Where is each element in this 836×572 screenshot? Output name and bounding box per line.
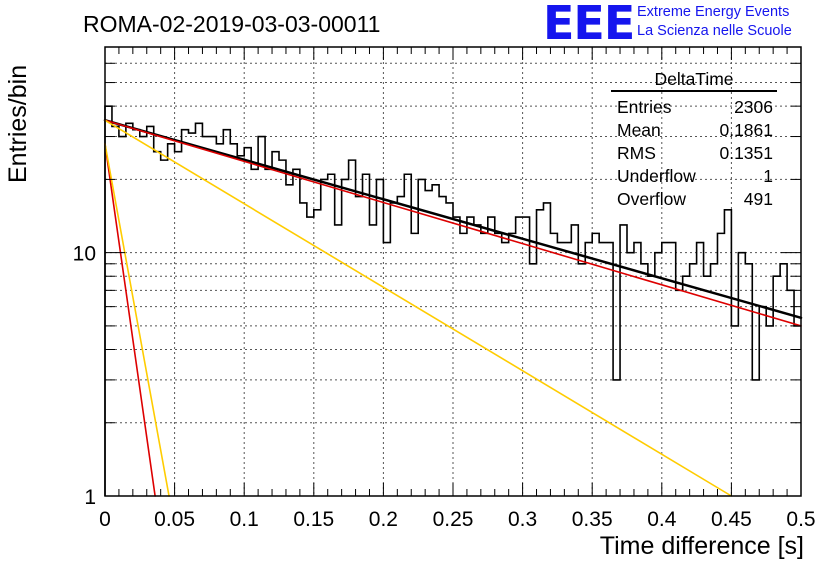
fit-line — [104, 119, 802, 327]
logo-line-2: La Scienza nelle Scuole — [637, 23, 792, 39]
logo-line-1: Extreme Energy Events — [637, 4, 790, 20]
x-tick-label: 0.3 — [508, 508, 537, 531]
fit-line — [103, 119, 803, 320]
tick-labels: 0 0.05 0.1 0.15 0.2 0.25 0.3 0.35 0.4 0.45 0.5 1 10 — [73, 243, 816, 531]
stats-value: 2306 — [734, 97, 773, 117]
y-axis-label: Entries/bin — [4, 64, 32, 183]
x-tick-label: 0.4 — [647, 508, 677, 531]
stats-label: Underflow — [617, 166, 696, 186]
x-tick-label: 0.45 — [711, 508, 752, 531]
stats-value: 491 — [743, 189, 773, 209]
fit-line — [104, 143, 170, 497]
stats-row: Underflow 1 — [611, 165, 777, 188]
x-axis-label: Time difference [s] — [599, 532, 804, 560]
y-tick-label: 10 — [73, 243, 96, 266]
axis-ticks — [104, 46, 802, 497]
stats-row: Overflow 491 — [611, 188, 777, 211]
stats-title: DeltaTime — [611, 68, 777, 92]
stats-label: Mean — [617, 120, 661, 140]
x-tick-label: 0.05 — [154, 508, 195, 531]
stats-value: 1 — [763, 166, 773, 186]
eee-logo: EEE — [543, 0, 635, 50]
stats-label: Entries — [617, 97, 672, 117]
stats-value: 0.1861 — [719, 120, 773, 140]
y-tick-label: 1 — [84, 486, 96, 509]
stats-value: 0.1351 — [719, 143, 773, 163]
x-tick-label: 0.35 — [572, 508, 613, 531]
histogram-outline — [104, 105, 801, 496]
histogram-series — [104, 105, 801, 496]
x-tick-label: 0.15 — [293, 508, 334, 531]
x-tick-label: 0.25 — [433, 508, 474, 531]
stats-box: DeltaTime Entries 2306 Mean 0.1861 RMS 0… — [611, 68, 777, 211]
stats-label: RMS — [617, 143, 656, 163]
stats-label: Overflow — [617, 189, 687, 209]
plot-title: ROMA-02-2019-03-03-00011 — [83, 11, 381, 37]
x-tick-label: 0.1 — [230, 508, 259, 531]
x-tick-label: 0.2 — [369, 508, 398, 531]
stats-row: Entries 2306 — [611, 96, 777, 119]
fit-lines — [103, 119, 803, 497]
fit-line — [104, 119, 733, 497]
x-tick-label: 0 — [99, 508, 111, 531]
stats-row: Mean 0.1861 — [611, 119, 777, 142]
x-tick-label: 0.5 — [786, 508, 815, 531]
stats-row: RMS 0.1351 — [611, 142, 777, 165]
fit-line — [104, 143, 156, 497]
